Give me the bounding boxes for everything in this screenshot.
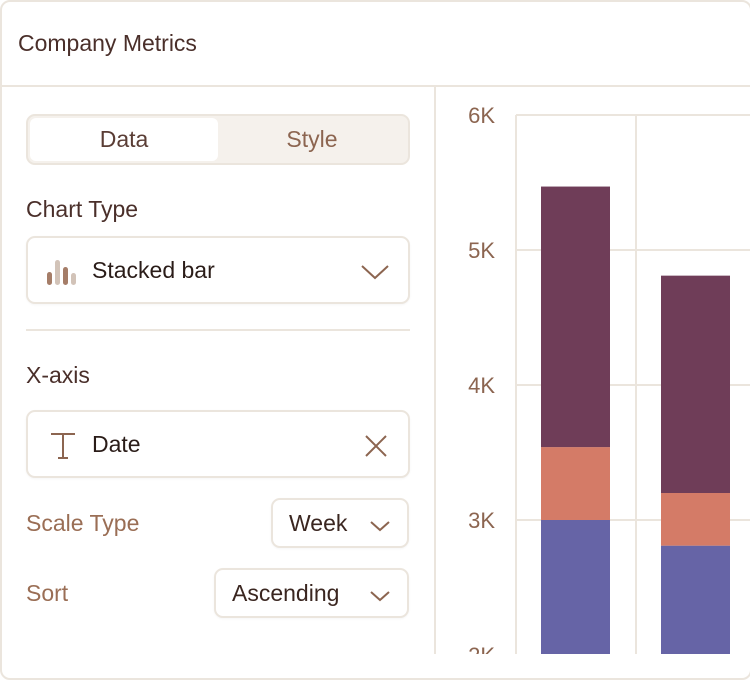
sort-value: Ascending bbox=[232, 579, 340, 606]
page-title: Company Metrics bbox=[18, 30, 197, 56]
stacked-bar-chart: 2K 3K 4K 5K 6K bbox=[468, 103, 750, 654]
header: Company Metrics bbox=[0, 0, 750, 87]
scale-type-value: Week bbox=[289, 509, 348, 536]
tab-style[interactable]: Style bbox=[286, 126, 338, 152]
y-tick-label: 6K bbox=[468, 103, 495, 128]
bar-segment bbox=[661, 493, 730, 546]
bar-segment bbox=[661, 545, 730, 654]
x-axis-field[interactable]: Date bbox=[26, 410, 410, 478]
text-type-icon bbox=[51, 433, 75, 459]
scale-type-select[interactable]: Week bbox=[271, 498, 409, 548]
x-axis-label: X-axis bbox=[26, 362, 90, 388]
x-axis-field-value: Date bbox=[92, 430, 141, 457]
y-tick-label: 4K bbox=[468, 373, 495, 398]
sort-label: Sort bbox=[26, 580, 69, 606]
bar-segment bbox=[661, 275, 730, 493]
chart-type-value: Stacked bar bbox=[92, 256, 215, 283]
bar-segment bbox=[541, 447, 610, 520]
chart-type-label: Chart Type bbox=[26, 196, 139, 222]
sort-select[interactable]: Ascending bbox=[214, 568, 409, 618]
clear-icon[interactable] bbox=[364, 434, 388, 458]
chevron-down-icon bbox=[370, 521, 390, 532]
bar-segment bbox=[541, 186, 610, 448]
bar-segment bbox=[541, 520, 610, 654]
bar-chart-icon bbox=[47, 260, 76, 285]
y-tick-label: 3K bbox=[468, 508, 495, 533]
chevron-down-icon bbox=[370, 591, 390, 602]
chevron-down-icon bbox=[361, 265, 389, 280]
y-tick-label: 5K bbox=[468, 238, 495, 263]
chart-type-select[interactable]: Stacked bar bbox=[26, 236, 410, 304]
tab-switcher: Data Style bbox=[26, 114, 410, 165]
tab-data[interactable]: Data bbox=[30, 118, 218, 161]
divider bbox=[26, 329, 410, 331]
y-tick-label: 2K bbox=[468, 643, 495, 654]
scale-type-label: Scale Type bbox=[26, 510, 140, 536]
settings-panel: Data Style Chart Type Stacked bar X-axis… bbox=[0, 87, 436, 654]
